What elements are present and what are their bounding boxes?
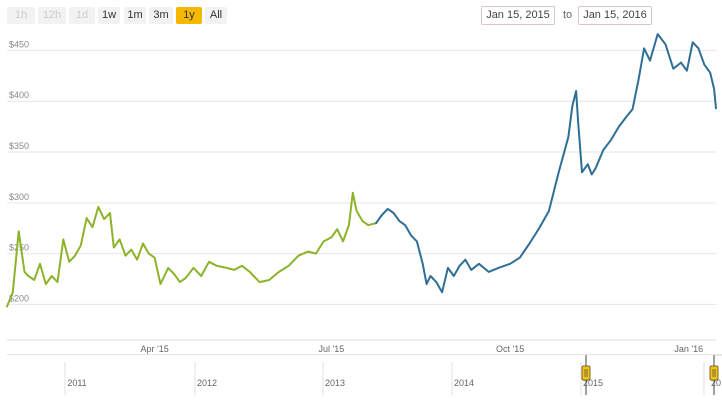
to-date-input[interactable] [578, 6, 652, 25]
x-tick-label: Oct '15 [496, 344, 524, 354]
navigator-left-handle[interactable] [581, 365, 591, 381]
navigator-year-label: 2014 [454, 378, 474, 388]
y-tick-label: $200 [9, 293, 29, 303]
navigator-year-label: 20 [711, 378, 721, 388]
range-button-12h[interactable]: 12h [38, 7, 66, 24]
x-tick-label: Apr '15 [141, 344, 169, 354]
y-tick-label: $450 [9, 39, 29, 49]
y-tick-label: $400 [9, 90, 29, 100]
navigator-year-label: 2015 [583, 378, 603, 388]
y-tick-label: $350 [9, 141, 29, 151]
from-date-input[interactable] [481, 6, 555, 25]
series-lines [6, 33, 717, 308]
range-button-1h[interactable]: 1h [7, 7, 35, 24]
x-tick-label: Jul '15 [319, 344, 345, 354]
series-line-blue [375, 33, 717, 294]
range-button-1d[interactable]: 1d [69, 7, 95, 24]
navigator-year-label: 2012 [197, 378, 217, 388]
range-button-1y[interactable]: 1y [176, 7, 202, 24]
x-axis-ticks: Apr '15 Jul '15 Oct '15 Jan '16 [7, 339, 716, 354]
navigator[interactable]: 2011 2012 2013 2014 2015 20 [7, 354, 722, 395]
y-tick-label: $300 [9, 192, 29, 202]
navigator-year-label: 2011 [67, 378, 86, 388]
navigator-year-label: 2013 [325, 378, 345, 388]
range-button-3m[interactable]: 3m [149, 7, 173, 24]
to-label: to [563, 9, 573, 21]
y-tick-label: $250 [9, 243, 29, 253]
range-button-1w[interactable]: 1w [98, 7, 120, 24]
navigator-background [7, 355, 715, 395]
y-axis-ticks: $200 $250 $300 $350 $400 $450 [9, 39, 29, 303]
series-line-green [6, 191, 378, 308]
range-button-all[interactable]: All [205, 7, 227, 24]
navigator-right-handle[interactable] [709, 365, 719, 381]
grid-lines [7, 49, 716, 305]
x-tick-label: Jan '16 [674, 344, 703, 354]
range-button-1m[interactable]: 1m [124, 7, 146, 24]
navigator-year-labels: 2011 2012 2013 2014 2015 20 [64, 362, 721, 395]
